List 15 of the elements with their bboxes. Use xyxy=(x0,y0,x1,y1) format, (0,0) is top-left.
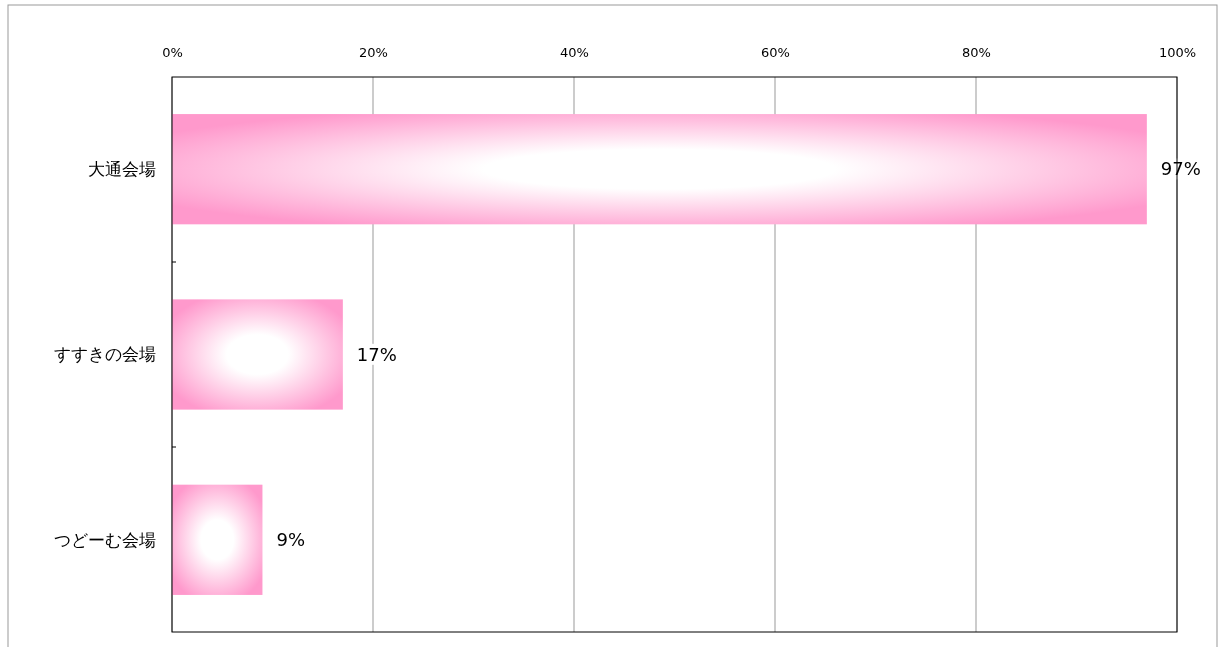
y-tick-label: つどーむ会場 xyxy=(54,529,156,550)
y-tick-label: 大通会場 xyxy=(88,159,156,180)
data-label: 17% xyxy=(356,343,397,365)
x-tick-label: 0% xyxy=(162,45,183,60)
x-tick-label: 20% xyxy=(359,45,388,60)
bar xyxy=(172,299,343,410)
x-tick-label: 60% xyxy=(761,45,790,60)
bar xyxy=(172,114,1147,225)
x-tick-label: 80% xyxy=(962,45,991,60)
x-tick-label: 40% xyxy=(560,45,589,60)
y-tick-label: すすきの会場 xyxy=(54,344,156,365)
x-tick-label: 100% xyxy=(1158,45,1197,60)
bar xyxy=(172,484,263,595)
data-label: 97% xyxy=(1160,158,1201,180)
data-label: 9% xyxy=(276,529,306,551)
